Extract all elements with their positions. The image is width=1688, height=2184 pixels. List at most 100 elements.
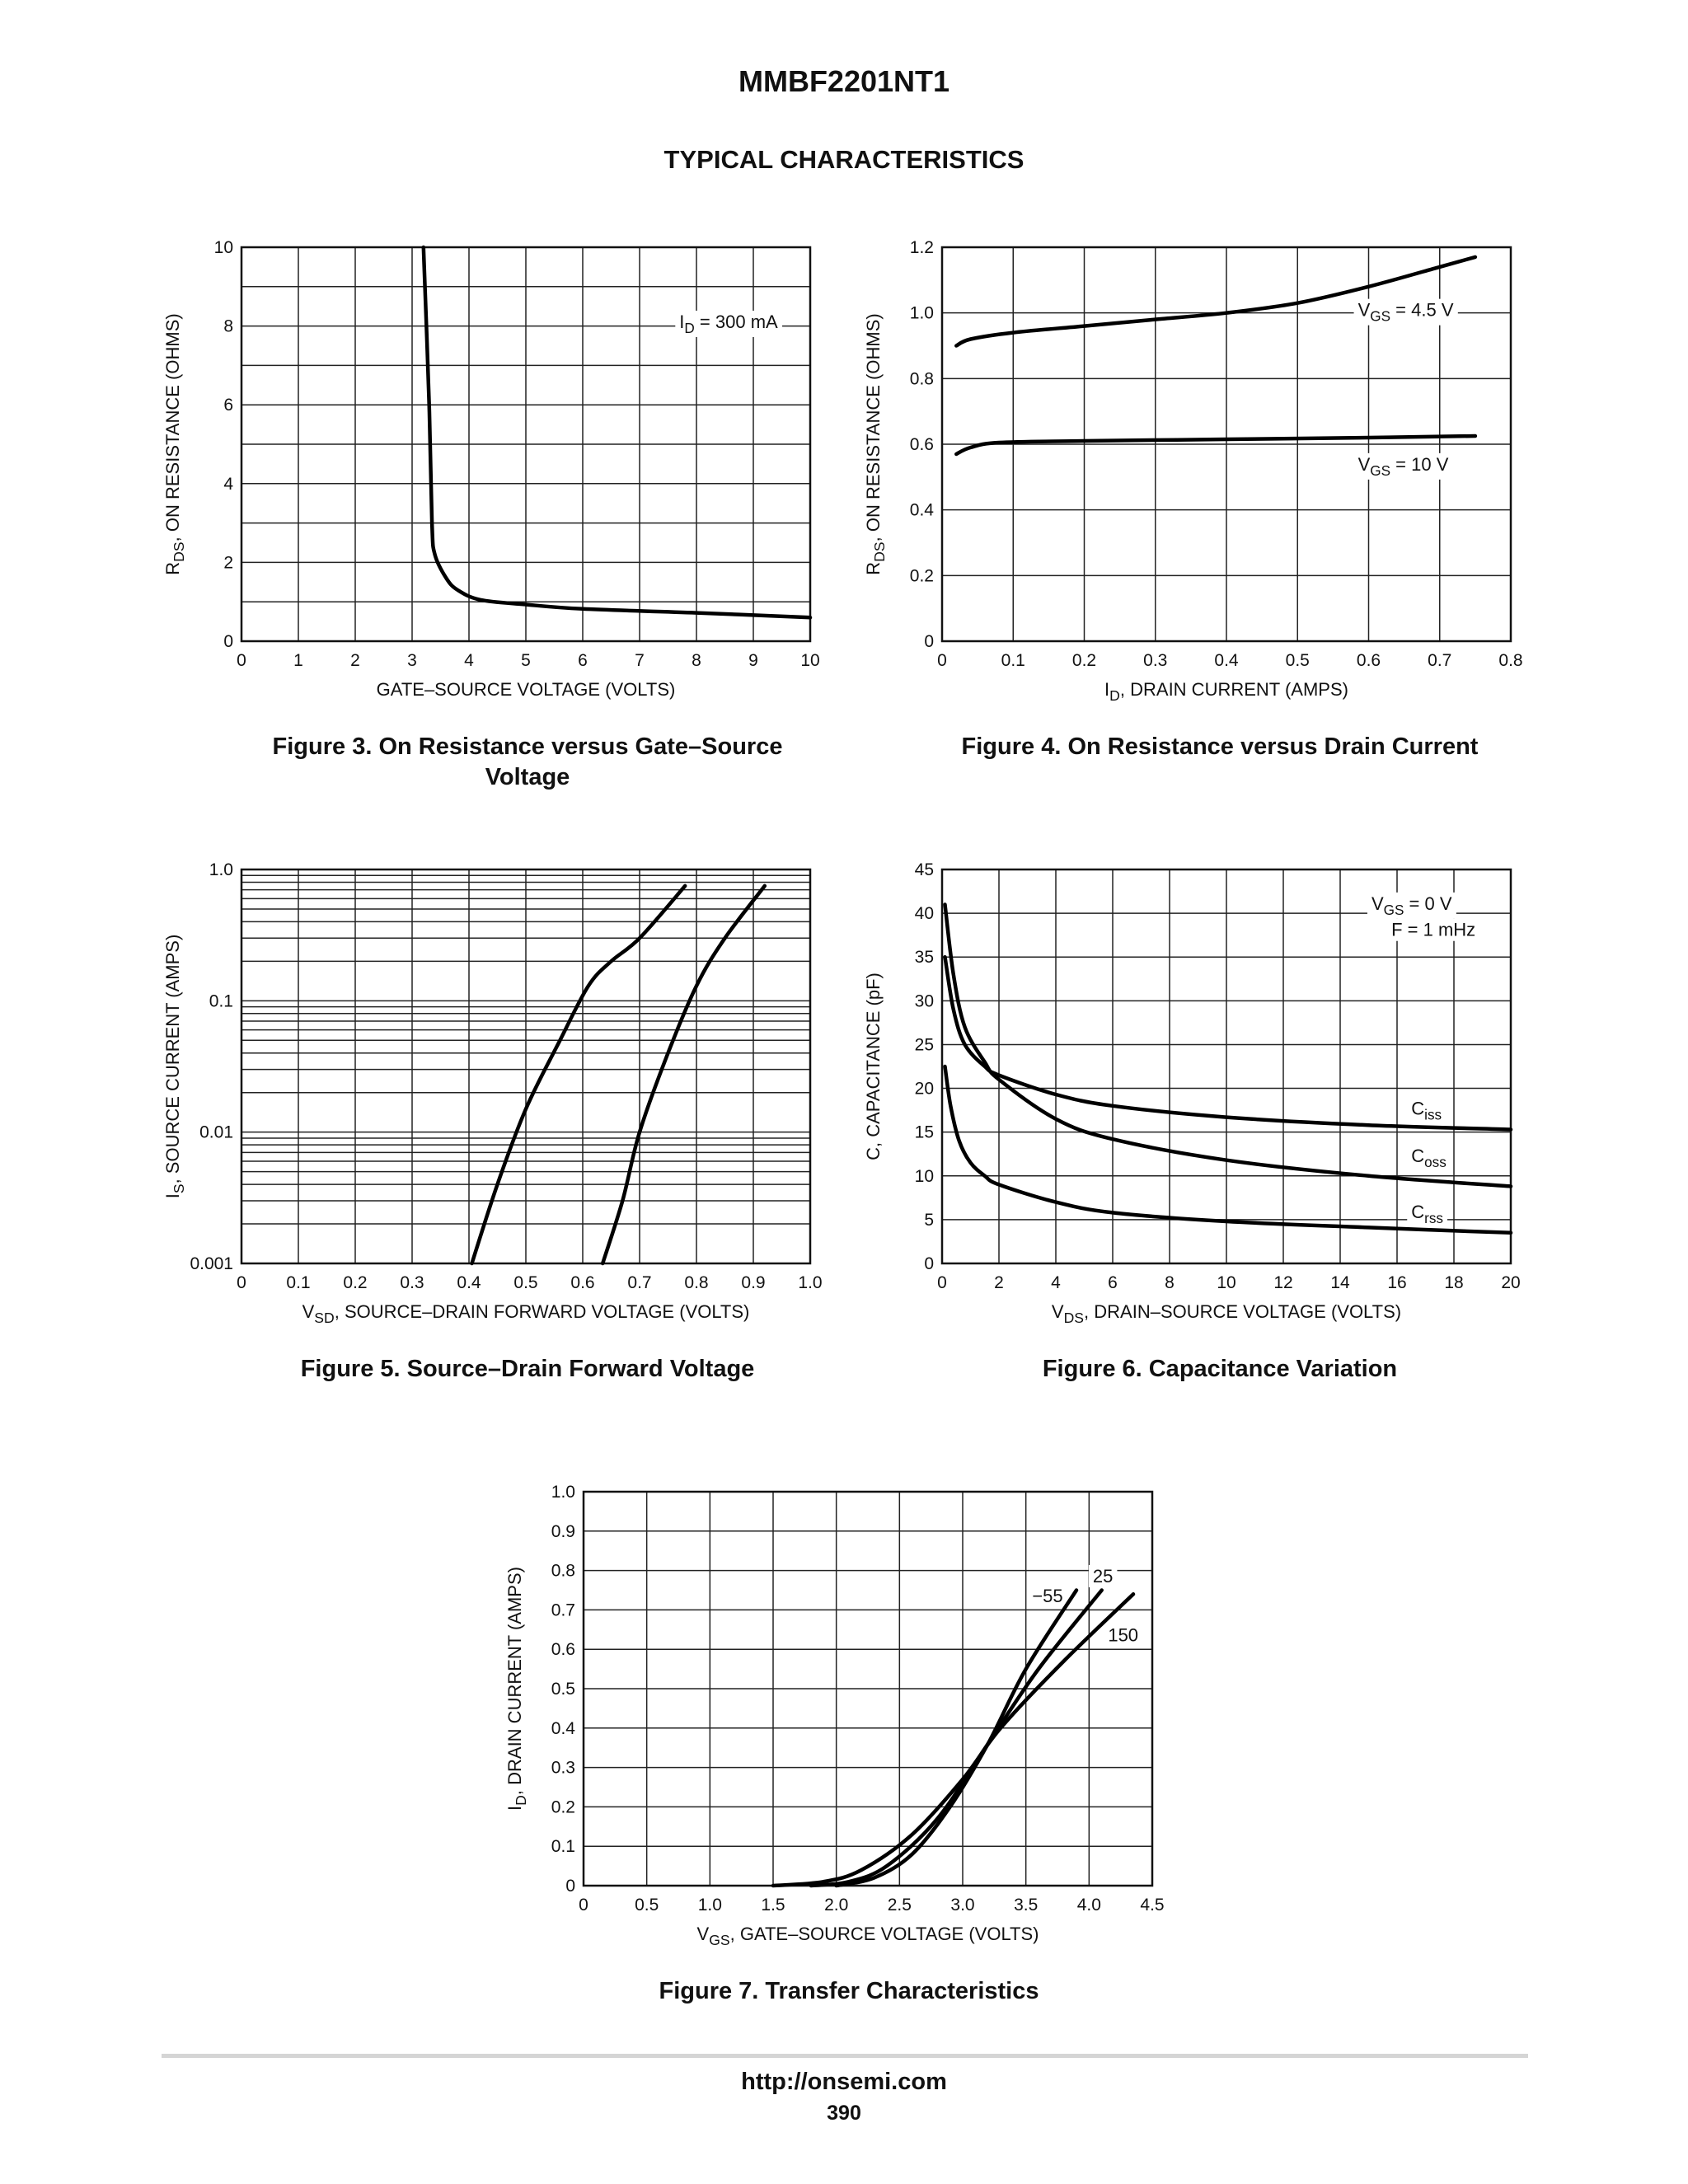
x-tick-label: 3: [407, 651, 417, 670]
annotation-background: [1407, 1200, 1448, 1227]
y-tick-label: 0.3: [551, 1759, 575, 1778]
x-tick-label: 1.0: [698, 1896, 722, 1915]
y-tick-label: 0.9: [551, 1522, 575, 1541]
caption-figure-7: Figure 7. Transfer Characteristics: [659, 1978, 1039, 2004]
x-tick-label: 0.8: [684, 1273, 708, 1292]
x-tick-label: 0.5: [513, 1273, 537, 1292]
x-tick-label: 2.5: [888, 1896, 912, 1915]
plot-frame: [240, 246, 812, 643]
x-tick-label: 0.9: [741, 1273, 765, 1292]
y-tick-label: 0.5: [551, 1680, 575, 1699]
x-tick-label: 0.1: [286, 1273, 310, 1292]
plot-frame: [940, 246, 1512, 643]
y-tick-label: 30: [915, 991, 934, 1010]
y-tick-label: 0.4: [551, 1719, 576, 1738]
caption-figure-4: Figure 4. On Resistance versus Drain Cur…: [961, 733, 1479, 760]
y-tick-label: 0: [565, 1877, 575, 1896]
y-tick-label: 0.8: [551, 1562, 575, 1581]
annotation-label: ID = 300 mA: [679, 312, 778, 336]
x-tick-label: 0: [237, 651, 246, 670]
plot-frame: [240, 868, 812, 1265]
y-tick-label: 10: [214, 238, 233, 257]
annotation-label: −55: [1032, 1586, 1062, 1606]
caption-figure-3: Figure 3. On Resistance versus Gate–Sour…: [272, 733, 783, 790]
document-title: MMBF2201NT1: [738, 64, 950, 98]
caption-figure-6: Figure 6. Capacitance Variation: [1042, 1356, 1398, 1382]
series-line: [954, 255, 1478, 348]
annotation-background: [1353, 452, 1453, 480]
y-tick-label: 25: [915, 1035, 934, 1054]
annotation-background: [1407, 1144, 1451, 1171]
y-tick-label: 35: [915, 948, 934, 967]
series-line: [943, 1064, 1513, 1235]
x-tick-label: 8: [1165, 1273, 1175, 1292]
y-tick-label: 1.2: [910, 238, 934, 257]
x-tick-label: 20: [1501, 1273, 1520, 1292]
series-line: [421, 245, 813, 620]
y-tick-label: 20: [915, 1080, 934, 1099]
x-tick-label: 10: [800, 651, 819, 670]
y-axis-title: RDS, ON RESISTANCE (OHMS): [162, 313, 187, 574]
annotation-label: 150: [1108, 1625, 1138, 1646]
x-tick-label: 4: [1051, 1273, 1061, 1292]
series-line: [771, 1592, 1136, 1888]
series-line: [954, 434, 1478, 457]
x-axis-title: VSD, SOURCE–DRAIN FORWARD VOLTAGE (VOLTS…: [302, 1301, 750, 1326]
chart-figure-3: 0 1 2 3 4 5 6 7 8 9 10 0 2 4 6 8 10 GATE–SOURCE VOLTAGE (…: [144, 231, 845, 717]
annotation-background: [1407, 1097, 1447, 1124]
y-tick-label: 0.001: [190, 1254, 233, 1273]
x-tick-label: 0.4: [457, 1273, 481, 1292]
x-tick-label: 0.5: [635, 1896, 659, 1915]
y-tick-label: 2: [223, 553, 233, 572]
x-tick-label: 2.0: [824, 1896, 848, 1915]
annotation-background: [1088, 1564, 1118, 1587]
annotation-label: Crss: [1411, 1202, 1443, 1226]
footer-divider: [162, 2054, 1528, 2058]
x-axis-title: VGS, GATE–SOURCE VOLTAGE (VOLTS): [697, 1924, 1039, 1948]
x-axis-title: ID, DRAIN CURRENT (AMPS): [1104, 679, 1348, 704]
x-tick-label: 18: [1444, 1273, 1463, 1292]
series-line: [809, 1588, 1104, 1888]
y-tick-label: 0: [223, 632, 233, 651]
plot-frame: [940, 868, 1512, 1265]
annotation-background: [675, 310, 783, 337]
y-tick-label: 4: [223, 475, 233, 494]
y-tick-label: 0.1: [209, 991, 233, 1010]
y-axis-title: ID, DRAIN CURRENT (AMPS): [504, 1567, 529, 1811]
x-tick-label: 3.0: [950, 1896, 974, 1915]
y-tick-label: 40: [915, 904, 934, 923]
y-tick-label: 0.6: [551, 1640, 575, 1659]
y-tick-label: 0.8: [910, 369, 934, 388]
x-tick-label: 6: [1108, 1273, 1118, 1292]
series-line: [600, 883, 767, 1266]
x-tick-label: 16: [1387, 1273, 1406, 1292]
annotation-background: [1367, 892, 1456, 919]
y-tick-label: 6: [223, 396, 233, 415]
y-tick-label: 15: [915, 1123, 934, 1142]
plot-frame: [582, 1490, 1154, 1887]
x-tick-label: 4.0: [1077, 1896, 1101, 1915]
annotation-label: Coss: [1411, 1146, 1447, 1170]
y-tick-label: 1.0: [910, 304, 934, 323]
x-tick-label: 0.3: [1143, 651, 1167, 670]
y-tick-label: 8: [223, 317, 233, 336]
x-tick-label: 0: [937, 1273, 947, 1292]
x-tick-label: 14: [1330, 1273, 1350, 1292]
x-tick-label: 10: [1217, 1273, 1236, 1292]
annotation-label: VGS = 0 V: [1372, 893, 1452, 918]
annotation-background: [1028, 1584, 1067, 1607]
chart-figure-6: 0 2 4 6 8 10 12 14 16 18 20 0 5 10 15 20 25 30 35 40 45 VDS, …: [845, 853, 1545, 1339]
y-tick-label: 0.01: [199, 1123, 233, 1142]
y-tick-label: 0: [924, 1254, 934, 1273]
y-tick-label: 10: [915, 1167, 934, 1186]
x-tick-label: 0: [579, 1896, 588, 1915]
chart-figure-7: 0 0.5 1.0 1.5 2.0 2.5 3.0 3.5 4.0 4.5 0 0.1 0.2 0.3 0.…: [486, 1475, 1187, 1961]
x-tick-label: 0.8: [1498, 651, 1522, 670]
x-tick-label: 1.0: [798, 1273, 822, 1292]
x-tick-label: 0.5: [1286, 651, 1310, 670]
y-tick-label: 0.7: [551, 1601, 575, 1619]
chart-figure-5: 0 0.1 0.2 0.3 0.4 0.5 0.6 0.7 0.8 0.9 1.0 0.001 0.01…: [144, 853, 845, 1339]
annotation-label: VGS = 10 V: [1358, 454, 1449, 479]
x-tick-label: 4.5: [1140, 1896, 1164, 1915]
y-tick-label: 0.4: [910, 501, 935, 520]
